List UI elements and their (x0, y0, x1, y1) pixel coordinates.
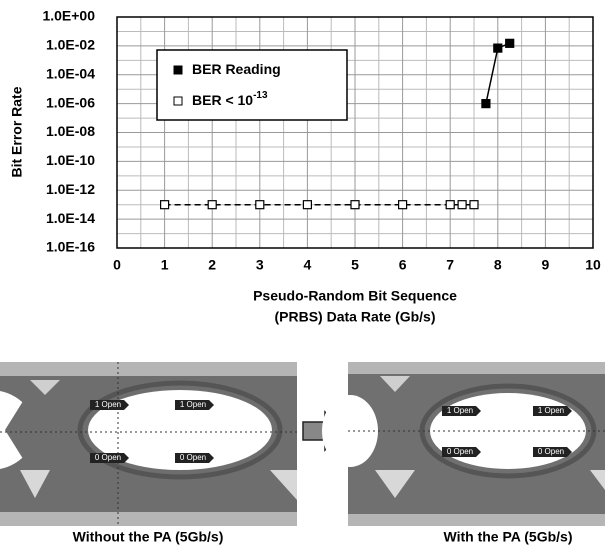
x-tick-label: 8 (494, 257, 502, 273)
y-tick-label: 1.0E-14 (46, 210, 95, 226)
data-point (458, 201, 466, 209)
eye-diagram-left (0, 362, 297, 526)
data-point (470, 201, 478, 209)
y-axis-title: Bit Error Rate (9, 86, 25, 177)
eye-diagram-right (322, 362, 605, 526)
x-tick-label: 2 (208, 257, 216, 273)
x-tick-label: 10 (585, 257, 601, 273)
x-axis-title: Pseudo-Random Bit Sequence (253, 288, 457, 304)
x-tick-label: 9 (542, 257, 550, 273)
data-point (256, 201, 264, 209)
y-tick-label: 1.0E-08 (46, 123, 95, 139)
y-tick-label: 1.0E-12 (46, 181, 95, 197)
data-point (351, 201, 359, 209)
data-point (446, 201, 454, 209)
y-tick-label: 1.0E-06 (46, 94, 95, 110)
y-tick-label: 1.0E-02 (46, 37, 95, 53)
data-point (399, 201, 407, 209)
x-axis-title: (PRBS) Data Rate (Gb/s) (274, 309, 435, 325)
data-point (494, 44, 502, 52)
data-point (482, 100, 490, 108)
x-tick-label: 7 (446, 257, 454, 273)
caption: With the PA (5Gb/s) (444, 529, 573, 545)
eye-tag: 1 Open (538, 406, 564, 415)
eye-tag: 0 Open (180, 453, 206, 462)
eye-tag: 0 Open (538, 447, 564, 456)
legend-superscript: -13 (253, 90, 268, 101)
x-tick-label: 3 (256, 257, 264, 273)
x-tick-label: 5 (351, 257, 359, 273)
eye-tag: 1 Open (180, 400, 206, 409)
y-tick-label: 1.0E-16 (46, 239, 95, 255)
x-tick-label: 4 (304, 257, 312, 273)
x-tick-label: 1 (161, 257, 169, 273)
y-tick-label: 1.0E-04 (46, 65, 95, 81)
data-point (208, 201, 216, 209)
legend-marker (174, 66, 182, 74)
caption: Without the PA (5Gb/s) (73, 529, 224, 545)
data-point (303, 201, 311, 209)
legend-text: BER < 10 (192, 92, 253, 108)
eye-tag: 0 Open (447, 447, 473, 456)
x-tick-label: 0 (113, 257, 121, 273)
data-point (506, 39, 514, 47)
page: 1.0E-16 1.0E-14 1.0E-12 1.0E-10 1.0E-08 1.0E-… (0, 0, 605, 550)
data-point (161, 201, 169, 209)
x-tick-label: 6 (399, 257, 407, 273)
legend-label: BER Reading (192, 61, 281, 77)
eye-tag: 0 Open (95, 453, 121, 462)
eye-tag: 1 Open (447, 406, 473, 415)
y-tick-label: 1.0E-10 (46, 152, 95, 168)
y-tick-label: 1.0E+00 (42, 8, 95, 24)
eye-tag: 1 Open (95, 400, 121, 409)
legend-text: BER Reading (192, 61, 281, 77)
legend-marker (174, 97, 182, 105)
